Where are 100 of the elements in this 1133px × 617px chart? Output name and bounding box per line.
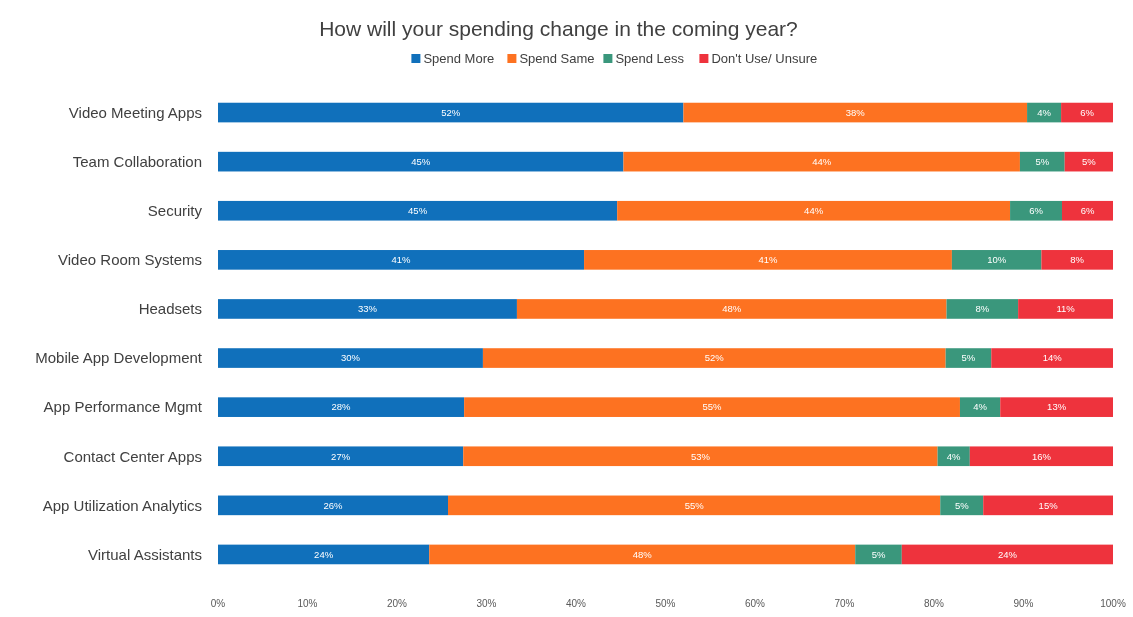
x-tick-label: 10%	[297, 598, 318, 609]
y-tick-label: Contact Center Apps	[63, 447, 202, 465]
data-label: 16%	[1031, 450, 1052, 462]
data-label: 44%	[804, 205, 824, 217]
data-label: 45%	[411, 155, 431, 167]
bar	[991, 348, 1113, 368]
bar	[218, 151, 624, 172]
data-label: 5%	[1035, 155, 1050, 167]
bar	[1000, 397, 1113, 417]
y-tick-label: Headsets	[138, 300, 202, 318]
y-tick-label: Security	[147, 202, 203, 219]
data-label: 5%	[954, 499, 970, 511]
y-tick-label: Mobile App Development	[35, 349, 203, 367]
bar	[1041, 250, 1113, 270]
x-tick-label: 100%	[1100, 598, 1126, 609]
bar	[1061, 200, 1113, 221]
bar	[218, 200, 618, 221]
bar	[945, 348, 992, 368]
data-label: 52%	[441, 106, 461, 118]
bar	[218, 299, 517, 319]
y-tick-label: Virtual Assistants	[88, 545, 202, 563]
legend-label: Don't Use/ Unsure	[711, 51, 818, 66]
y-tick-label: Team Collaboration	[72, 152, 202, 170]
data-label: 55%	[702, 401, 723, 413]
x-tick-label: 60%	[744, 598, 766, 609]
data-label: 30%	[340, 352, 361, 364]
x-tick-label: 50%	[655, 598, 676, 609]
legend-label: Spend Less	[615, 51, 685, 66]
data-label: 45%	[408, 205, 428, 217]
bar	[683, 102, 1028, 123]
x-tick-label: 90%	[1013, 598, 1034, 609]
bar	[969, 446, 1113, 467]
x-tick-label: 0%	[210, 598, 226, 609]
data-label: 44%	[812, 155, 832, 167]
data-label: 24%	[314, 548, 334, 560]
data-label: 11%	[1056, 303, 1076, 315]
bar	[946, 299, 1019, 319]
legend-label: Spend Same	[519, 51, 595, 66]
data-label: 33%	[357, 303, 378, 315]
bar	[617, 200, 1011, 221]
data-label: 6%	[1080, 106, 1095, 118]
y-tick-label: Video Meeting Apps	[68, 103, 202, 121]
data-label: 15%	[1038, 499, 1059, 511]
x-tick-label: 20%	[386, 598, 408, 609]
data-label: 14%	[1042, 352, 1063, 364]
x-tick-label: 70%	[834, 598, 855, 609]
bar	[516, 299, 947, 319]
bar	[1010, 200, 1062, 221]
bar	[584, 250, 952, 270]
bar	[464, 397, 960, 417]
data-label: 28%	[331, 401, 352, 413]
bar	[937, 446, 970, 467]
bar	[1061, 102, 1113, 123]
x-tick-label: 40%	[565, 598, 587, 609]
data-label: 24%	[997, 548, 1018, 560]
bar	[983, 495, 1113, 516]
bar	[218, 446, 464, 467]
data-label: 8%	[1070, 254, 1085, 266]
data-label: 5%	[1081, 155, 1097, 167]
bar	[218, 544, 430, 565]
legend-label: Spend More	[423, 51, 495, 66]
bar	[448, 495, 941, 516]
bar	[623, 151, 1020, 172]
data-label: 41%	[391, 254, 412, 266]
bar	[218, 397, 465, 417]
data-label: 4%	[973, 401, 988, 413]
data-label: 4%	[946, 450, 962, 462]
y-tick-label: Video Room Systems	[58, 251, 202, 269]
bar	[218, 348, 483, 368]
data-label: 48%	[722, 303, 742, 315]
data-label: 10%	[987, 254, 1007, 266]
data-label: 53%	[690, 450, 711, 462]
data-label: 41%	[758, 254, 779, 266]
data-label: 13%	[1047, 401, 1067, 413]
bar	[959, 397, 1001, 417]
x-tick-label: 80%	[923, 598, 945, 609]
bar	[218, 250, 585, 270]
bar	[951, 250, 1042, 270]
data-label: 26%	[323, 499, 344, 511]
bar	[463, 446, 938, 467]
bar	[218, 495, 449, 516]
bar	[1018, 299, 1113, 319]
bar	[218, 102, 684, 123]
bar	[1019, 151, 1065, 172]
data-label: 6%	[1080, 205, 1095, 217]
chart-title: How will your spending change in the coming year?	[319, 17, 798, 40]
bar	[429, 544, 856, 565]
bar	[482, 348, 946, 368]
data-label: 5%	[871, 548, 886, 560]
bar	[855, 544, 902, 565]
data-label: 6%	[1029, 205, 1044, 217]
y-tick-label: App Utilization Analytics	[42, 496, 202, 514]
x-tick-label: 30%	[476, 598, 497, 609]
data-label: 48%	[632, 548, 653, 560]
data-label: 8%	[975, 303, 990, 315]
data-label: 38%	[845, 106, 866, 118]
y-tick-label: App Performance Mgmt	[43, 398, 203, 416]
data-label: 4%	[1037, 106, 1052, 118]
bar	[901, 544, 1113, 565]
data-label: 52%	[704, 352, 725, 364]
